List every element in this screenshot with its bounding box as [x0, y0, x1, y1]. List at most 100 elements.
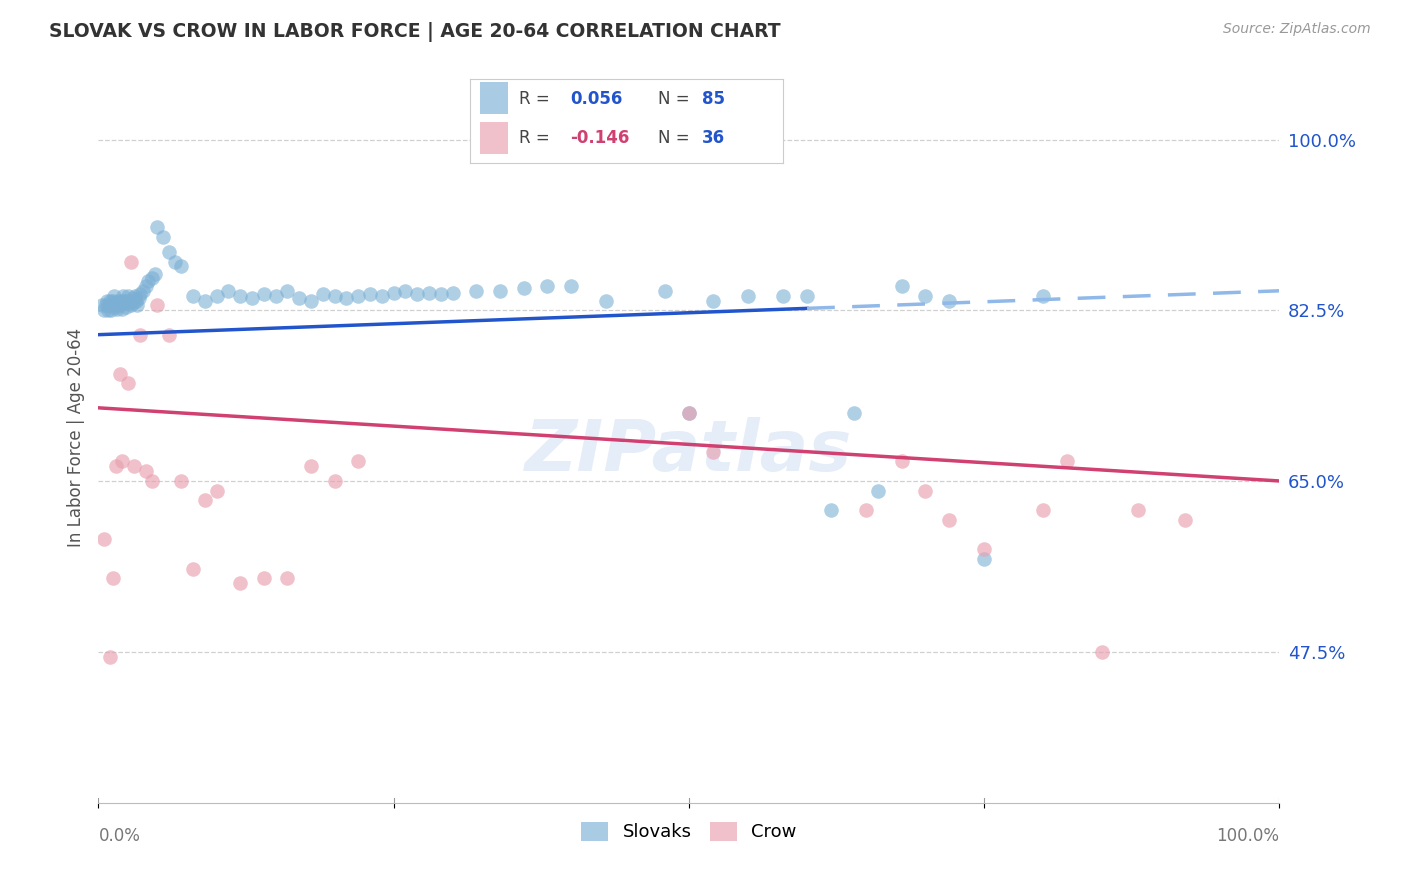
Point — [820, 503, 842, 517]
Point — [93, 303, 115, 318]
Point — [938, 293, 960, 308]
Point — [170, 260, 193, 274]
Point — [276, 284, 298, 298]
Point — [96, 293, 118, 308]
Point — [441, 285, 464, 300]
Point — [890, 454, 912, 468]
Point — [112, 288, 135, 302]
Point — [359, 286, 381, 301]
Point — [678, 406, 700, 420]
Point — [205, 483, 228, 498]
Point — [914, 288, 936, 302]
Point — [323, 288, 346, 302]
Point — [1174, 513, 1197, 527]
Point — [128, 327, 150, 342]
Point — [152, 230, 174, 244]
Point — [595, 293, 617, 308]
Point — [394, 284, 416, 298]
Point — [117, 376, 139, 391]
Point — [170, 474, 193, 488]
Point — [165, 254, 187, 268]
Point — [103, 288, 125, 302]
Point — [93, 533, 115, 547]
Point — [489, 284, 512, 298]
Point — [121, 298, 143, 312]
Text: 100.0%: 100.0% — [1216, 827, 1279, 846]
Point — [107, 293, 129, 308]
Point — [121, 254, 143, 268]
Point — [796, 288, 818, 302]
Point — [98, 293, 121, 308]
Point — [115, 293, 138, 308]
Point — [229, 576, 252, 591]
Point — [866, 483, 889, 498]
Point — [1126, 503, 1149, 517]
Point — [229, 288, 252, 302]
Point — [108, 298, 131, 312]
Point — [1032, 288, 1054, 302]
Point — [114, 301, 136, 315]
Point — [844, 406, 866, 420]
Point — [105, 302, 128, 317]
Point — [122, 459, 145, 474]
Point — [111, 454, 134, 468]
Point — [141, 474, 163, 488]
Point — [194, 493, 217, 508]
Point — [135, 279, 157, 293]
Point — [312, 286, 335, 301]
Point — [371, 288, 394, 302]
Point — [94, 298, 117, 312]
Point — [181, 288, 204, 302]
Point — [253, 572, 276, 586]
Point — [240, 291, 263, 305]
Point — [1032, 503, 1054, 517]
Point — [678, 406, 700, 420]
Point — [118, 296, 141, 310]
Point — [127, 298, 149, 312]
Point — [104, 301, 127, 315]
Point — [973, 552, 995, 566]
Point — [512, 281, 534, 295]
Point — [536, 279, 558, 293]
Point — [938, 513, 960, 527]
Point — [124, 288, 146, 302]
Point — [737, 288, 759, 302]
Point — [132, 284, 155, 298]
Point — [101, 293, 124, 308]
Point — [91, 298, 114, 312]
Point — [335, 291, 357, 305]
Point — [418, 285, 440, 300]
Point — [914, 483, 936, 498]
Point — [112, 293, 135, 308]
Point — [323, 474, 346, 488]
Point — [217, 284, 239, 298]
Text: ZIPatlas: ZIPatlas — [526, 417, 852, 486]
Point — [855, 503, 877, 517]
Point — [465, 284, 488, 298]
Point — [560, 279, 582, 293]
Point — [205, 288, 228, 302]
Point — [128, 291, 150, 305]
Point — [157, 327, 180, 342]
Text: SLOVAK VS CROW IN LABOR FORCE | AGE 20-64 CORRELATION CHART: SLOVAK VS CROW IN LABOR FORCE | AGE 20-6… — [49, 22, 780, 42]
Point — [101, 572, 124, 586]
Point — [111, 296, 134, 310]
Legend: Slovaks, Crow: Slovaks, Crow — [574, 814, 804, 848]
Point — [890, 279, 912, 293]
Point — [181, 562, 204, 576]
Point — [98, 298, 121, 312]
Point — [136, 274, 159, 288]
Point — [128, 286, 150, 301]
Point — [117, 288, 139, 302]
Point — [141, 271, 163, 285]
Point — [194, 293, 217, 308]
Point — [98, 298, 121, 312]
Point — [122, 295, 145, 310]
Point — [772, 288, 794, 302]
Point — [382, 285, 405, 300]
Point — [146, 220, 169, 235]
Point — [120, 293, 142, 308]
Point — [406, 286, 429, 301]
Point — [347, 454, 370, 468]
Point — [973, 542, 995, 557]
